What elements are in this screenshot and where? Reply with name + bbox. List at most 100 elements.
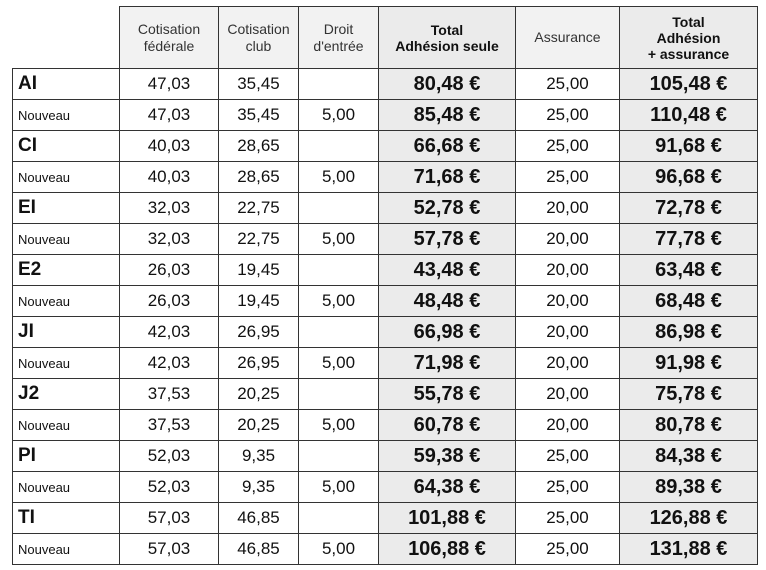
table-row: AI 47,03 35,45 80,48 €25,00 105,48 € xyxy=(12,68,758,100)
header-text: + assurance xyxy=(647,45,730,62)
header-text: Total xyxy=(430,21,464,38)
table-cell: 40,03 xyxy=(119,130,219,162)
table-cell: 57,78 € xyxy=(378,223,516,255)
table-row: Nouveau 52,03 9,35 5,00 64,38 €25,00 89,38 € xyxy=(12,471,758,503)
table-row: E2 26,03 19,45 43,48 €20,00 63,48 € xyxy=(12,254,758,286)
table-cell: 89,38 € xyxy=(619,471,758,503)
row-label: Nouveau xyxy=(12,533,120,565)
table-cell: 64,38 € xyxy=(378,471,516,503)
row-label: J2 xyxy=(12,378,120,410)
table-cell: 42,03 xyxy=(119,347,219,379)
table-row: Nouveau 42,03 26,95 5,00 71,98 €20,00 91,98 € xyxy=(12,347,758,379)
table-cell: 25,00 xyxy=(515,99,620,131)
table-cell: 46,85 xyxy=(218,502,299,534)
table-cell: 20,00 xyxy=(515,316,620,348)
table-cell: 5,00 xyxy=(298,223,379,255)
table-cell: 48,48 € xyxy=(378,285,516,317)
table-cell: 28,65 xyxy=(218,130,299,162)
table-cell: 5,00 xyxy=(298,99,379,131)
table-cell: 85,48 € xyxy=(378,99,516,131)
table-cell: 91,68 € xyxy=(619,130,758,162)
header-row: Cotisation fédérale Cotisation club Droit d'e… xyxy=(12,6,758,69)
table-cell: 84,38 € xyxy=(619,440,758,472)
table-cell: 25,00 xyxy=(515,161,620,193)
header-text: club xyxy=(245,37,272,54)
table-cell: 19,45 xyxy=(218,254,299,286)
header-cell: Droit d'entrée xyxy=(298,6,379,69)
table-cell: 37,53 xyxy=(119,409,219,441)
table-row: Nouveau 32,03 22,75 5,00 57,78 €20,00 77,78 € xyxy=(12,223,758,255)
row-label: PI xyxy=(12,440,120,472)
table-cell: 91,98 € xyxy=(619,347,758,379)
table-cell: 22,75 xyxy=(218,192,299,224)
table-cell xyxy=(298,68,379,100)
table-row: EI 32,03 22,75 52,78 €20,00 72,78 € xyxy=(12,192,758,224)
table-cell: 75,78 € xyxy=(619,378,758,410)
table-cell: 42,03 xyxy=(119,316,219,348)
table-cell: 26,95 xyxy=(218,316,299,348)
table-cell: 20,00 xyxy=(515,409,620,441)
table-cell xyxy=(298,316,379,348)
table-cell: 5,00 xyxy=(298,347,379,379)
table-cell: 52,78 € xyxy=(378,192,516,224)
header-cell: Total Adhésion seule xyxy=(378,6,516,69)
table-cell: 47,03 xyxy=(119,68,219,100)
table-cell: 25,00 xyxy=(515,471,620,503)
table-cell: 5,00 xyxy=(298,161,379,193)
table-cell: 63,48 € xyxy=(619,254,758,286)
table-cell: 101,88 € xyxy=(378,502,516,534)
table-row: TI 57,03 46,85 101,88 €25,00 126,88 € xyxy=(12,502,758,534)
table-cell: 5,00 xyxy=(298,533,379,565)
header-text: d'entrée xyxy=(313,37,364,54)
table-cell: 43,48 € xyxy=(378,254,516,286)
table-row: CI 40,03 28,65 66,68 €25,00 91,68 € xyxy=(12,130,758,162)
table-cell: 9,35 xyxy=(218,471,299,503)
header-text: Assurance xyxy=(534,29,601,45)
header-cell: Assurance xyxy=(515,6,620,69)
table-cell: 37,53 xyxy=(119,378,219,410)
table-cell: 25,00 xyxy=(515,440,620,472)
header-cell: Cotisation fédérale xyxy=(119,6,219,69)
table-cell: 59,38 € xyxy=(378,440,516,472)
row-label: Nouveau xyxy=(12,471,120,503)
table-cell: 96,68 € xyxy=(619,161,758,193)
table-cell: 52,03 xyxy=(119,471,219,503)
table-cell: 5,00 xyxy=(298,285,379,317)
table-cell: 47,03 xyxy=(119,99,219,131)
table-row: Nouveau 47,03 35,45 5,00 85,48 €25,00 110,48 … xyxy=(12,99,758,131)
table-cell: 105,48 € xyxy=(619,68,758,100)
row-label: JI xyxy=(12,316,120,348)
table-cell: 131,88 € xyxy=(619,533,758,565)
table-cell: 20,00 xyxy=(515,223,620,255)
table-cell: 35,45 xyxy=(218,68,299,100)
table-cell: 66,98 € xyxy=(378,316,516,348)
row-label: CI xyxy=(12,130,120,162)
table-row: Nouveau 37,53 20,25 5,00 60,78 €20,00 80,78 € xyxy=(12,409,758,441)
table-cell xyxy=(298,378,379,410)
header-cell: Total Adhésion + assurance xyxy=(619,6,758,69)
table-cell: 28,65 xyxy=(218,161,299,193)
table-cell: 32,03 xyxy=(119,192,219,224)
table-cell: 20,00 xyxy=(515,192,620,224)
table-cell: 46,85 xyxy=(218,533,299,565)
table-body: AI 47,03 35,45 80,48 €25,00 105,48 € Nouveau 4… xyxy=(12,68,758,565)
table-cell: 52,03 xyxy=(119,440,219,472)
header-text: Droit xyxy=(323,20,354,37)
table-cell: 25,00 xyxy=(515,502,620,534)
table-cell: 35,45 xyxy=(218,99,299,131)
table-cell: 57,03 xyxy=(119,502,219,534)
table-cell: 80,78 € xyxy=(619,409,758,441)
table-cell: 40,03 xyxy=(119,161,219,193)
table-row: JI 42,03 26,95 66,98 €20,00 86,98 € xyxy=(12,316,758,348)
table-cell: 20,25 xyxy=(218,378,299,410)
header-text: Cotisation xyxy=(227,20,290,37)
table-cell: 32,03 xyxy=(119,223,219,255)
row-label: Nouveau xyxy=(12,285,120,317)
table-cell: 9,35 xyxy=(218,440,299,472)
header-text: Total xyxy=(672,13,705,30)
table-cell: 60,78 € xyxy=(378,409,516,441)
table-cell: 5,00 xyxy=(298,409,379,441)
table-cell: 86,98 € xyxy=(619,316,758,348)
table-cell: 80,48 € xyxy=(378,68,516,100)
fee-table: Cotisation fédérale Cotisation club Droit d'e… xyxy=(12,6,758,565)
